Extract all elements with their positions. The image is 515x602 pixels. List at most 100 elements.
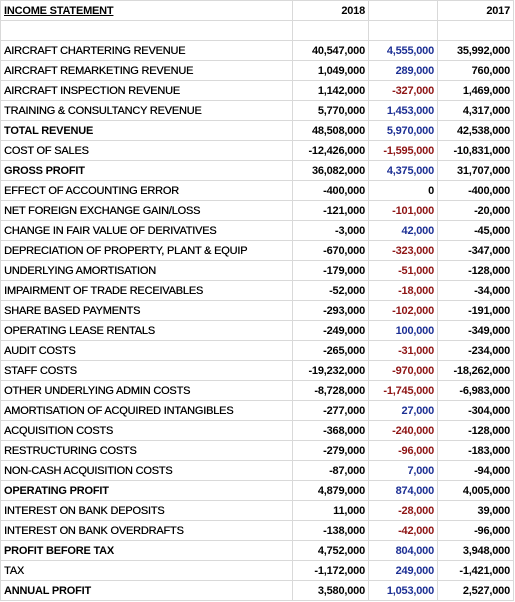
change-cell: 7,000 xyxy=(368,460,438,481)
statement-row: COST OF SALES -12,426,000 -1,595,000 -10,83… xyxy=(0,140,514,161)
row-label: PROFIT BEFORE TAX xyxy=(0,540,293,561)
row-label: TAX xyxy=(0,560,293,581)
value-cell: -94,000 xyxy=(437,460,514,481)
value-cell: -293,000 xyxy=(292,300,369,321)
statement-row: INTEREST ON BANK OVERDRAFTS -138,000 -42,0… xyxy=(0,520,514,541)
value-cell: 11,000 xyxy=(292,500,369,521)
statement-row: AMORTISATION OF ACQUIRED INTANGIBLES -277… xyxy=(0,400,514,421)
value-cell: -52,000 xyxy=(292,280,369,301)
change-cell: 5,970,000 xyxy=(368,120,438,141)
value-cell: -19,232,000 xyxy=(292,360,369,381)
value-cell: -183,000 xyxy=(437,440,514,461)
value-cell: -265,000 xyxy=(292,340,369,361)
change-cell: 1,453,000 xyxy=(368,100,438,121)
value-cell: -3,000 xyxy=(292,220,369,241)
statement-row: RESTRUCTURING COSTS -279,000 -96,000 -183,0… xyxy=(0,440,514,461)
value-cell: -10,831,000 xyxy=(437,140,514,161)
empty-cell xyxy=(292,20,369,41)
change-cell: -31,000 xyxy=(368,340,438,361)
change-cell: -240,000 xyxy=(368,420,438,441)
value-cell: -45,000 xyxy=(437,220,514,241)
row-label: COST OF SALES xyxy=(0,140,293,161)
row-label: OPERATING PROFIT xyxy=(0,480,293,501)
row-label: TRAINING & CONSULTANCY REVENUE xyxy=(0,100,293,121)
statement-row: GROSS PROFIT 36,082,000 4,375,000 31,707,00… xyxy=(0,160,514,181)
value-cell: 5,770,000 xyxy=(292,100,369,121)
value-cell: 1,469,000 xyxy=(437,80,514,101)
value-cell: 3,580,000 xyxy=(292,580,369,601)
empty-cell xyxy=(0,20,293,41)
statement-row: AUDIT COSTS -265,000 -31,000 -234,000 xyxy=(0,340,514,361)
value-cell: -6,983,000 xyxy=(437,380,514,401)
row-label: AUDIT COSTS xyxy=(0,340,293,361)
row-label: STAFF COSTS xyxy=(0,360,293,381)
change-cell: -42,000 xyxy=(368,520,438,541)
statement-row: PROFIT BEFORE TAX 4,752,000 804,000 3,948,0… xyxy=(0,540,514,561)
blank-row xyxy=(0,20,514,41)
statement-row: CHANGE IN FAIR VALUE OF DERIVATIVES -3,00… xyxy=(0,220,514,241)
change-cell: 804,000 xyxy=(368,540,438,561)
value-cell: -1,172,000 xyxy=(292,560,369,581)
row-label: AIRCRAFT REMARKETING REVENUE xyxy=(0,60,293,81)
value-cell: -128,000 xyxy=(437,260,514,281)
value-cell: 3,948,000 xyxy=(437,540,514,561)
column-header: 2017 xyxy=(437,0,514,21)
value-cell: -128,000 xyxy=(437,420,514,441)
change-cell: 874,000 xyxy=(368,480,438,501)
change-cell: 0 xyxy=(368,180,438,201)
change-cell: 4,555,000 xyxy=(368,40,438,61)
row-label: AIRCRAFT CHARTERING REVENUE xyxy=(0,40,293,61)
empty-cell xyxy=(368,20,438,41)
value-cell: 31,707,000 xyxy=(437,160,514,181)
empty-cell xyxy=(368,0,438,21)
change-cell: 289,000 xyxy=(368,60,438,81)
row-label: OTHER UNDERLYING ADMIN COSTS xyxy=(0,380,293,401)
statement-row: STAFF COSTS -19,232,000 -970,000 -18,262,00… xyxy=(0,360,514,381)
change-cell: -101,000 xyxy=(368,200,438,221)
row-label: CHANGE IN FAIR VALUE OF DERIVATIVES xyxy=(0,220,293,241)
statement-row: AIRCRAFT REMARKETING REVENUE 1,049,000 289… xyxy=(0,60,514,81)
value-cell: 760,000 xyxy=(437,60,514,81)
row-label: ACQUISITION COSTS xyxy=(0,420,293,441)
change-cell: -51,000 xyxy=(368,260,438,281)
row-label: OPERATING LEASE RENTALS xyxy=(0,320,293,341)
value-cell: -304,000 xyxy=(437,400,514,421)
value-cell: -1,421,000 xyxy=(437,560,514,581)
value-cell: 35,992,000 xyxy=(437,40,514,61)
value-cell: -87,000 xyxy=(292,460,369,481)
change-cell: 42,000 xyxy=(368,220,438,241)
value-cell: -368,000 xyxy=(292,420,369,441)
change-cell: 249,000 xyxy=(368,560,438,581)
value-cell: -277,000 xyxy=(292,400,369,421)
change-cell: 4,375,000 xyxy=(368,160,438,181)
value-cell: -20,000 xyxy=(437,200,514,221)
statement-row: NET FOREIGN EXCHANGE GAIN/LOSS -121,000 -1… xyxy=(0,200,514,221)
value-cell: -34,000 xyxy=(437,280,514,301)
value-cell: 48,508,000 xyxy=(292,120,369,141)
value-cell: -234,000 xyxy=(437,340,514,361)
column-header: 2018 xyxy=(292,0,369,21)
statement-row: DEPRECIATION OF PROPERTY, PLANT & EQUIP -… xyxy=(0,240,514,261)
row-label: AMORTISATION OF ACQUIRED INTANGIBLES xyxy=(0,400,293,421)
value-cell: -670,000 xyxy=(292,240,369,261)
value-cell: -279,000 xyxy=(292,440,369,461)
statement-row: NON-CASH ACQUISITION COSTS -87,000 7,000 -9… xyxy=(0,460,514,481)
value-cell: 42,538,000 xyxy=(437,120,514,141)
change-cell: -28,000 xyxy=(368,500,438,521)
header-row: INCOME STATEMENT 2018 2017 xyxy=(0,0,514,21)
value-cell: -191,000 xyxy=(437,300,514,321)
value-cell: -347,000 xyxy=(437,240,514,261)
change-cell: -18,000 xyxy=(368,280,438,301)
change-cell: -96,000 xyxy=(368,440,438,461)
row-label: UNDERLYING AMORTISATION xyxy=(0,260,293,281)
change-cell: 27,000 xyxy=(368,400,438,421)
value-cell: 1,049,000 xyxy=(292,60,369,81)
value-cell: -138,000 xyxy=(292,520,369,541)
value-cell: -249,000 xyxy=(292,320,369,341)
value-cell: 39,000 xyxy=(437,500,514,521)
change-cell: -323,000 xyxy=(368,240,438,261)
change-cell: -1,595,000 xyxy=(368,140,438,161)
